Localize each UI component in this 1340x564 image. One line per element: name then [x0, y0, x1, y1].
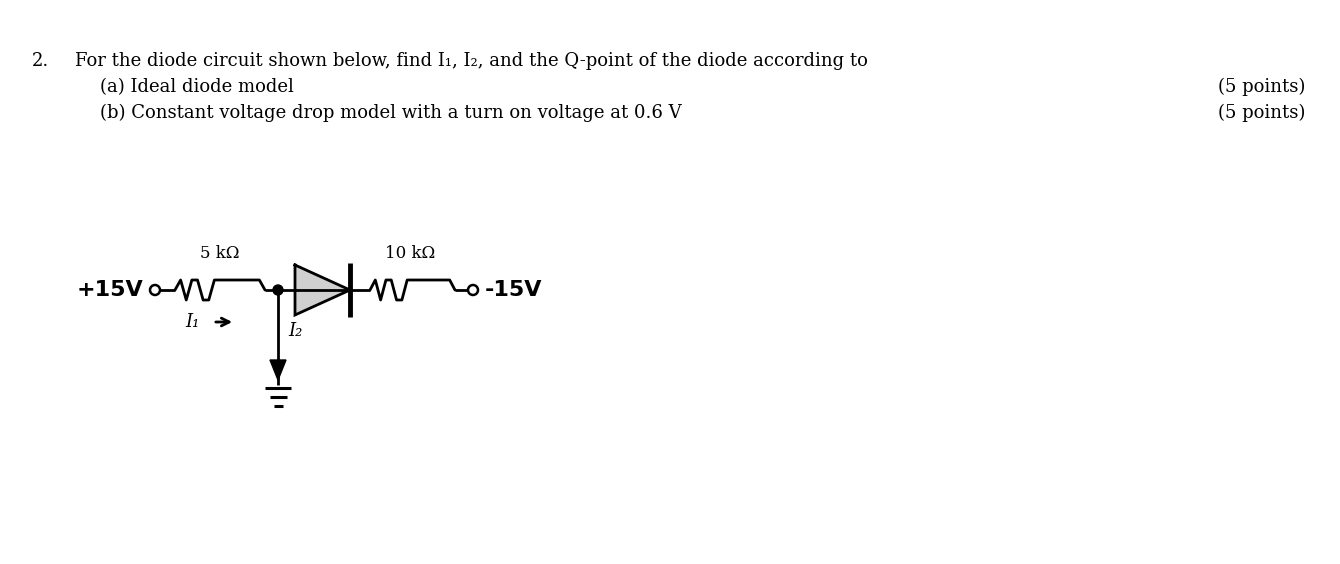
Text: (a) Ideal diode model: (a) Ideal diode model [100, 78, 293, 96]
Text: -15V: -15V [485, 280, 543, 300]
Text: I₂: I₂ [288, 322, 303, 340]
Polygon shape [295, 265, 350, 315]
Text: (5 points): (5 points) [1218, 104, 1305, 122]
Polygon shape [269, 360, 285, 380]
Text: +15V: +15V [76, 280, 143, 300]
Text: 10 kΩ: 10 kΩ [386, 245, 436, 262]
Text: I₁: I₁ [185, 313, 200, 331]
Text: 2.: 2. [32, 52, 50, 70]
Text: For the diode circuit shown below, find I₁, I₂, and the Q-point of the diode acc: For the diode circuit shown below, find … [75, 52, 868, 70]
Text: (5 points): (5 points) [1218, 78, 1305, 96]
Text: (b) Constant voltage drop model with a turn on voltage at 0.6 V: (b) Constant voltage drop model with a t… [100, 104, 682, 122]
Text: 5 kΩ: 5 kΩ [200, 245, 240, 262]
Circle shape [273, 285, 283, 295]
